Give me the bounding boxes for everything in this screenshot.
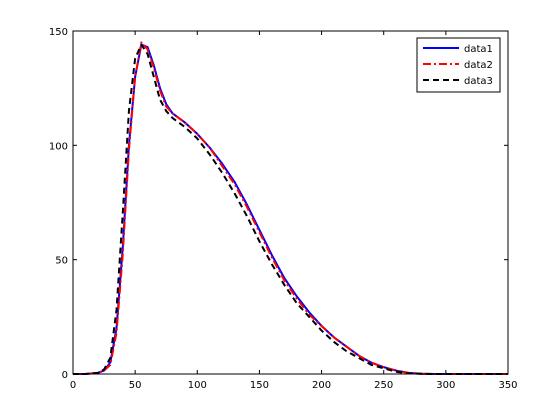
ticks-layer: 0 50 100 150 200 250 300 350 0 50 100 150 <box>49 27 518 391</box>
x-tick-label: 100 <box>188 380 207 391</box>
x-tick-label: 150 <box>250 380 269 391</box>
x-tick-label: 50 <box>129 380 142 391</box>
x-tick-label: 0 <box>70 380 76 391</box>
legend-label-data3: data3 <box>464 76 493 87</box>
y-tick-label: 50 <box>55 256 68 267</box>
x-tick-label: 200 <box>312 380 331 391</box>
axes-box <box>72 30 509 375</box>
series-line-data3 <box>73 43 508 375</box>
y-tick-label: 0 <box>62 370 68 381</box>
x-tick-label: 250 <box>374 380 393 391</box>
x-tick-label: 350 <box>498 380 517 391</box>
x-tick-label: 300 <box>436 380 455 391</box>
legend-label-data2: data2 <box>464 60 493 71</box>
legend-label-data1: data1 <box>464 44 493 55</box>
y-tick-label: 150 <box>49 27 68 38</box>
legend: data1 data2 data3 <box>416 37 501 93</box>
series-line-data1 <box>73 43 508 375</box>
y-tick-label: 100 <box>49 141 68 152</box>
